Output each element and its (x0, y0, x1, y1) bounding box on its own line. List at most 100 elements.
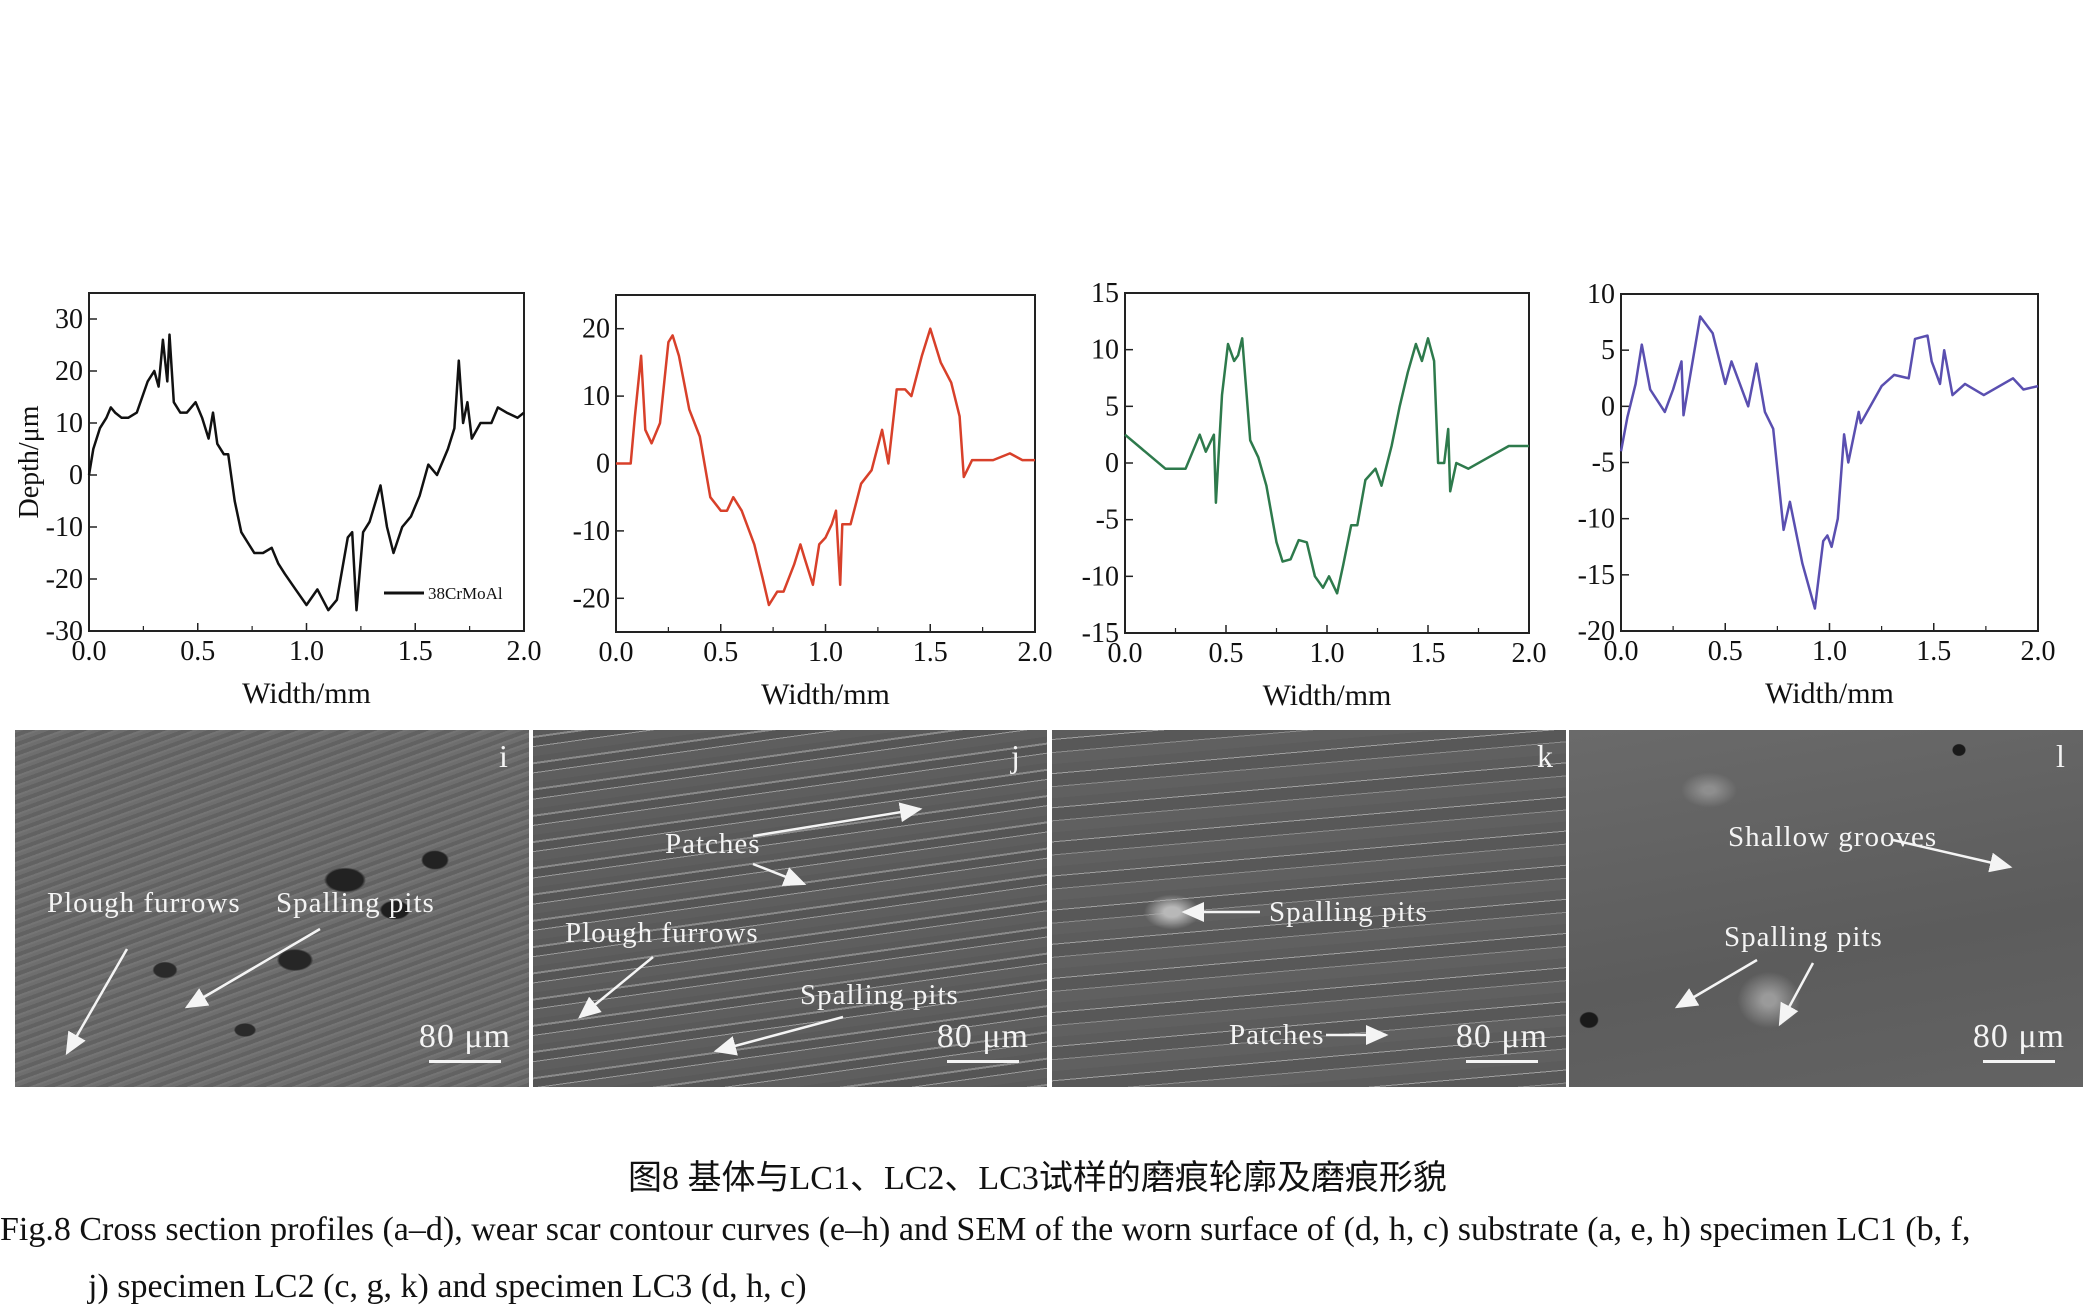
scale-bar: 80 μm (1456, 1018, 1548, 1063)
x-tick-label: 2.0 (2021, 636, 2056, 667)
caption-english-line2: j) specimen LC2 (c, g, k) and specimen L… (88, 1268, 807, 1305)
x-tick-label: 1.0 (289, 636, 324, 667)
y-tick-label: 30 (55, 304, 83, 335)
sem-panel-k: k Spalling pits Patches 80 μm (1052, 730, 1566, 1087)
annotation-arrows (65, 927, 321, 1056)
panel-letter: i (499, 738, 508, 774)
y-tick-label: 10 (55, 408, 83, 439)
x-tick-label: 0.0 (1604, 636, 1639, 667)
arrow (1778, 962, 1815, 1027)
arrow (184, 927, 321, 1009)
series-line-b (616, 327, 1035, 607)
caption-english-line1: Fig.8 Cross section profiles (a–d), wear… (0, 1211, 1971, 1248)
y-tick-label: -10 (46, 512, 83, 543)
y-tick-label: -15 (1578, 560, 1615, 591)
y-tick-label: 20 (582, 314, 610, 345)
annotation-label: Spalling pits (1269, 896, 1428, 928)
arrow (713, 1015, 844, 1056)
x-tick-label: 2.0 (507, 636, 542, 667)
x-tick-label: 1.5 (1411, 638, 1446, 669)
series-line-d (1619, 315, 2039, 610)
x-tick-label: 2.0 (1018, 637, 1053, 668)
y-tick-label: 20 (55, 356, 83, 387)
annotation-label: Spalling pits (276, 887, 435, 919)
sem-image (1569, 730, 2083, 1087)
sem-image (15, 730, 529, 1087)
y-tick-label: -5 (1592, 448, 1615, 479)
x-tick-label: 1.0 (1812, 636, 1847, 667)
y-tick-label: -20 (573, 583, 610, 614)
series-line-c (1124, 337, 1529, 595)
x-axis-label: Width/mm (1765, 677, 1894, 710)
x-axis-label: Width/mm (242, 677, 371, 710)
y-tick-label: -10 (1578, 504, 1615, 535)
sem-panel-i: i Plough furrows Spalling pits 80 μm (15, 730, 529, 1087)
y-tick-label: 15 (1091, 278, 1119, 309)
annotation-label: Plough furrows (565, 917, 759, 949)
arrow (752, 802, 923, 838)
sem-image (533, 730, 1047, 1087)
y-tick-label: 0 (1601, 391, 1615, 422)
caption-chinese: 图8 基体与LC1、LC2、LC3试样的磨痕轮廓及磨痕形貌 (628, 1160, 1447, 1197)
y-tick-label: 5 (1601, 335, 1615, 366)
y-tick-label: -5 (1096, 505, 1119, 536)
y-tick-label: -15 (1082, 618, 1119, 649)
scale-label: 80 μm (936, 1018, 1029, 1055)
sem-panel-l: l Shallow grooves Spalling pits 80 μm (1569, 730, 2083, 1087)
plot-frame (1620, 293, 2039, 632)
y-tick-label: -10 (573, 516, 610, 547)
x-tick-label: 2.0 (1512, 638, 1547, 669)
annotation-label: Spalling pits (1724, 921, 1883, 953)
arrow (1892, 838, 2013, 873)
arrow (752, 862, 807, 887)
x-tick-label: 1.0 (808, 637, 843, 668)
scale-bar: 80 μm (937, 1018, 1029, 1063)
y-tick-label: 10 (1587, 279, 1615, 310)
annotation-label: Patches (665, 828, 761, 860)
x-tick-label: 1.5 (398, 636, 433, 667)
sem-image (1052, 730, 1566, 1087)
x-tick-label: 1.5 (913, 637, 948, 668)
annotation-label: Plough furrows (47, 887, 241, 919)
arrow (65, 948, 129, 1056)
chart-a: 0.0 0.5 1.0 1.5 2.0 -30 -20 -10 0 10 20 30 Width/mm D… (14, 292, 542, 710)
annotation-label: Spalling pits (800, 979, 959, 1011)
x-axis-label: Width/mm (761, 678, 890, 711)
scale-bar: 80 μm (1973, 1018, 2065, 1063)
y-tick-label: 10 (1091, 335, 1119, 366)
annotation-label: Patches (1229, 1019, 1325, 1051)
chart-c: 0.0 0.5 1.0 1.5 2.0 -15 -10 -5 0 5 10 15 Width/mm (1082, 278, 1547, 712)
legend-label: 38CrMoAl (428, 584, 503, 603)
y-tick-label: 0 (1105, 448, 1119, 479)
panel-letter: j (1011, 738, 1020, 774)
scale-label: 80 μm (1455, 1018, 1548, 1055)
y-tick-label: 10 (582, 381, 610, 412)
y-tick-label: 0 (596, 449, 610, 480)
y-tick-label: -10 (1082, 561, 1119, 592)
chart-d: 0.0 0.5 1.0 1.5 2.0 -20 -15 -10 -5 0 5 10 Width/mm (1578, 279, 2056, 710)
chart-b: 0.0 0.5 1.0 1.5 2.0 -20 -10 0 10 20 Width/mm (573, 294, 1053, 711)
x-tick-label: 0.5 (703, 637, 738, 668)
x-tick-label: 0.0 (1108, 638, 1143, 669)
y-axis-label: Depth/μm (14, 405, 45, 518)
x-tick-label: 0.0 (72, 636, 107, 667)
x-tick-label: 0.0 (599, 637, 634, 668)
scale-label: 80 μm (418, 1018, 511, 1055)
x-tick-label: 1.5 (1916, 636, 1951, 667)
sem-panel-j: j Patches Plough furrows Spalling pits 8… (533, 730, 1047, 1087)
annotation-arrows (578, 802, 923, 1056)
annotation-arrows (1674, 838, 2013, 1027)
arrow (1674, 958, 1758, 1009)
y-tick-label: -20 (1578, 616, 1615, 647)
arrow (578, 956, 654, 1019)
annotation-arrows (1181, 902, 1389, 1045)
x-tick-label: 1.0 (1310, 638, 1345, 669)
y-tick-label: -30 (46, 616, 83, 647)
panel-letter: k (1537, 738, 1553, 774)
series-line-a (87, 333, 525, 612)
x-tick-label: 0.5 (180, 636, 215, 667)
y-tick-label: 5 (1105, 391, 1119, 422)
x-tick-label: 0.5 (1209, 638, 1244, 669)
scale-label: 80 μm (1972, 1018, 2065, 1055)
profile-charts: 0.0 0.5 1.0 1.5 2.0 -30 -20 -10 0 10 20 30 Width/mm D… (14, 278, 2056, 712)
